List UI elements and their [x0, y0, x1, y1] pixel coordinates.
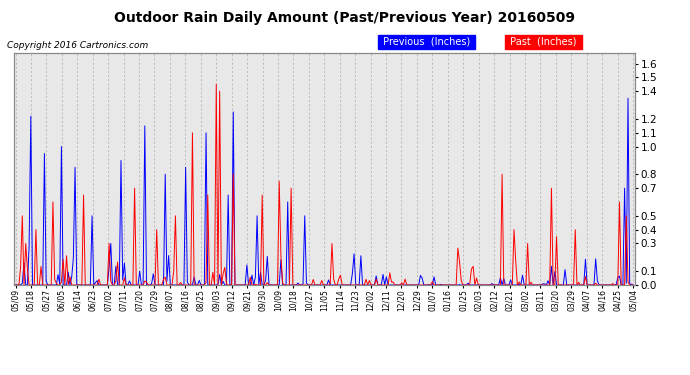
- Text: Previous  (Inches): Previous (Inches): [380, 37, 473, 47]
- Text: Copyright 2016 Cartronics.com: Copyright 2016 Cartronics.com: [7, 41, 148, 50]
- Text: Outdoor Rain Daily Amount (Past/Previous Year) 20160509: Outdoor Rain Daily Amount (Past/Previous…: [115, 11, 575, 25]
- Text: Past  (Inches): Past (Inches): [507, 37, 580, 47]
